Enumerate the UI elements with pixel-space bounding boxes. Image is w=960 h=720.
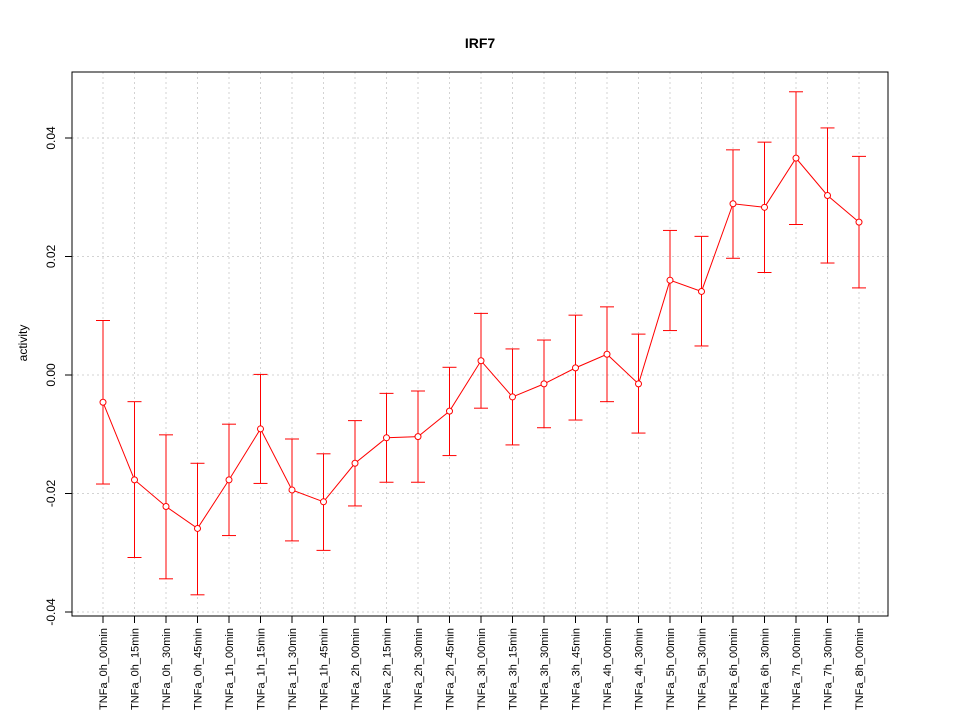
x-tick-label: TNFa_7h_30min	[823, 628, 835, 710]
y-tick-label: 0.00	[44, 363, 58, 387]
x-tick-label: TNFa_1h_30min	[287, 628, 299, 710]
data-point	[225, 476, 233, 484]
x-tick-label: TNFa_2h_00min	[350, 628, 362, 710]
y-tick-label: 0.02	[44, 244, 58, 268]
x-tick-label: TNFa_0h_00min	[98, 628, 110, 710]
data-point	[351, 459, 359, 467]
data-point	[257, 425, 264, 433]
data-point	[509, 393, 516, 401]
data-point	[635, 380, 642, 388]
series-layer	[96, 91, 866, 596]
x-tick-label: TNFa_3h_00min	[476, 628, 488, 710]
data-point	[572, 364, 579, 372]
y-axis-label: activity	[16, 325, 30, 362]
x-tick-label: TNFa_6h_00min	[728, 628, 740, 710]
x-tick-label: TNFa_5h_30min	[697, 628, 709, 710]
data-point	[540, 380, 548, 388]
plot-frame	[71, 71, 889, 617]
y-tick-label: -0.02	[44, 480, 58, 508]
x-tick-label: TNFa_4h_30min	[634, 628, 646, 710]
data-point	[477, 357, 485, 365]
data-point	[603, 350, 611, 358]
data-point	[729, 200, 737, 208]
data-point	[162, 503, 170, 511]
x-tick-label: TNFa_0h_45min	[193, 628, 205, 710]
x-tick-label: TNFa_2h_45min	[445, 628, 457, 710]
data-point	[414, 433, 422, 441]
grid-layer	[72, 72, 888, 616]
x-tick-label: TNFa_3h_45min	[571, 628, 583, 710]
x-tick-label: TNFa_0h_15min	[130, 628, 142, 710]
axes-layer: -0.04 -0.02 0.00 0.02 0.04 TNFa_0h_00min TNFa_…	[44, 126, 866, 710]
x-tick-label: TNFa_7h_00min	[791, 628, 803, 710]
data-point	[698, 287, 705, 295]
data-point	[855, 218, 863, 226]
x-tick-label: TNFa_2h_30min	[413, 628, 425, 710]
x-tick-label: TNFa_8h_00min	[854, 628, 866, 710]
data-point	[824, 191, 831, 199]
data-point	[761, 203, 768, 211]
chart-title: IRF7	[465, 35, 496, 51]
y-tick-label: 0.04	[44, 126, 58, 150]
x-tick-label: TNFa_4h_00min	[602, 628, 614, 710]
x-tick-label: TNFa_1h_00min	[224, 628, 236, 710]
data-point	[320, 498, 327, 506]
x-tick-label: TNFa_1h_45min	[319, 628, 331, 710]
data-point	[792, 154, 800, 162]
data-point	[383, 434, 390, 442]
x-tick-label: TNFa_0h_30min	[161, 628, 173, 710]
data-point	[131, 476, 138, 484]
x-tick-label: TNFa_1h_15min	[256, 628, 268, 710]
x-tick-label: TNFa_3h_30min	[539, 628, 551, 710]
data-point	[666, 276, 674, 284]
x-tick-label: TNFa_2h_15min	[382, 628, 394, 710]
data-point	[194, 524, 201, 532]
data-point	[288, 486, 296, 494]
y-tick-label: -0.04	[44, 598, 58, 626]
x-tick-label: TNFa_5h_00min	[665, 628, 677, 710]
x-tick-label: TNFa_3h_15min	[508, 628, 520, 710]
data-point	[99, 398, 107, 406]
data-point	[446, 407, 453, 415]
x-tick-label: TNFa_6h_30min	[760, 628, 772, 710]
